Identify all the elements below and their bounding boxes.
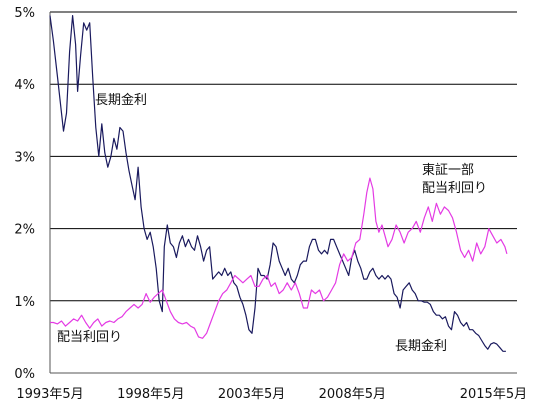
y-tick-label: 2% xyxy=(14,223,35,238)
series-group xyxy=(49,15,508,352)
y-tick-labels: 0% 1% 2% 3% 4% 5% xyxy=(14,6,35,382)
annotation-long-rate-bottom: 長期金利 xyxy=(395,338,447,354)
y-tick-label: 1% xyxy=(14,295,35,310)
x-tick-label: 2003年5月 xyxy=(218,387,285,402)
series-line-dividend-yield xyxy=(50,177,508,339)
annotation-tse-line2: 配当利回り xyxy=(422,181,487,196)
y-tick-label: 3% xyxy=(14,150,35,165)
x-tick-label: 1993年5月 xyxy=(16,387,83,402)
annotation-dividend-bottom: 配当利回り xyxy=(57,330,122,345)
series-line-long-rate xyxy=(49,15,506,352)
axes xyxy=(49,12,517,374)
annotation-tse-line1: 東証一部 xyxy=(422,162,474,178)
gridlines xyxy=(50,11,517,302)
y-tick-label: 0% xyxy=(14,367,35,382)
annotation-long-rate-top: 長期金利 xyxy=(95,92,147,108)
x-tick-label: 1998年5月 xyxy=(117,387,184,402)
x-tick-label: 2008年5月 xyxy=(319,387,386,402)
y-tick-label: 5% xyxy=(14,6,35,21)
x-tick-label: 2015年5月 xyxy=(460,387,527,402)
x-tick-labels: 1993年5月 1998年5月 2003年5月 2008年5月 2015年5月 xyxy=(16,387,527,402)
y-tick-label: 4% xyxy=(14,78,35,93)
